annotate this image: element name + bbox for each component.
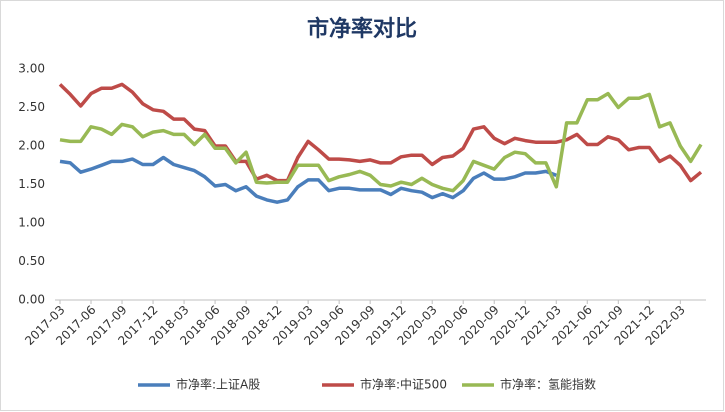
series-line [59, 91, 703, 193]
series-line [58, 82, 703, 183]
legend-label: 市净率:上证A股 [176, 377, 260, 392]
chart-title: 市净率对比 [307, 16, 417, 42]
series-line [59, 155, 557, 204]
y-tick-label: 0.00 [18, 293, 45, 307]
y-tick-label: 1.00 [18, 216, 45, 230]
y-tick-label: 1.50 [18, 177, 45, 191]
y-tick-label: 3.00 [18, 62, 45, 76]
legend-label: 市净率：氢能指数 [500, 377, 596, 392]
y-tick-label: 0.50 [18, 254, 45, 268]
y-tick-label: 2.50 [18, 100, 45, 114]
y-tick-label: 2.00 [18, 139, 45, 153]
legend-label: 市净率:中证500 [360, 377, 447, 392]
